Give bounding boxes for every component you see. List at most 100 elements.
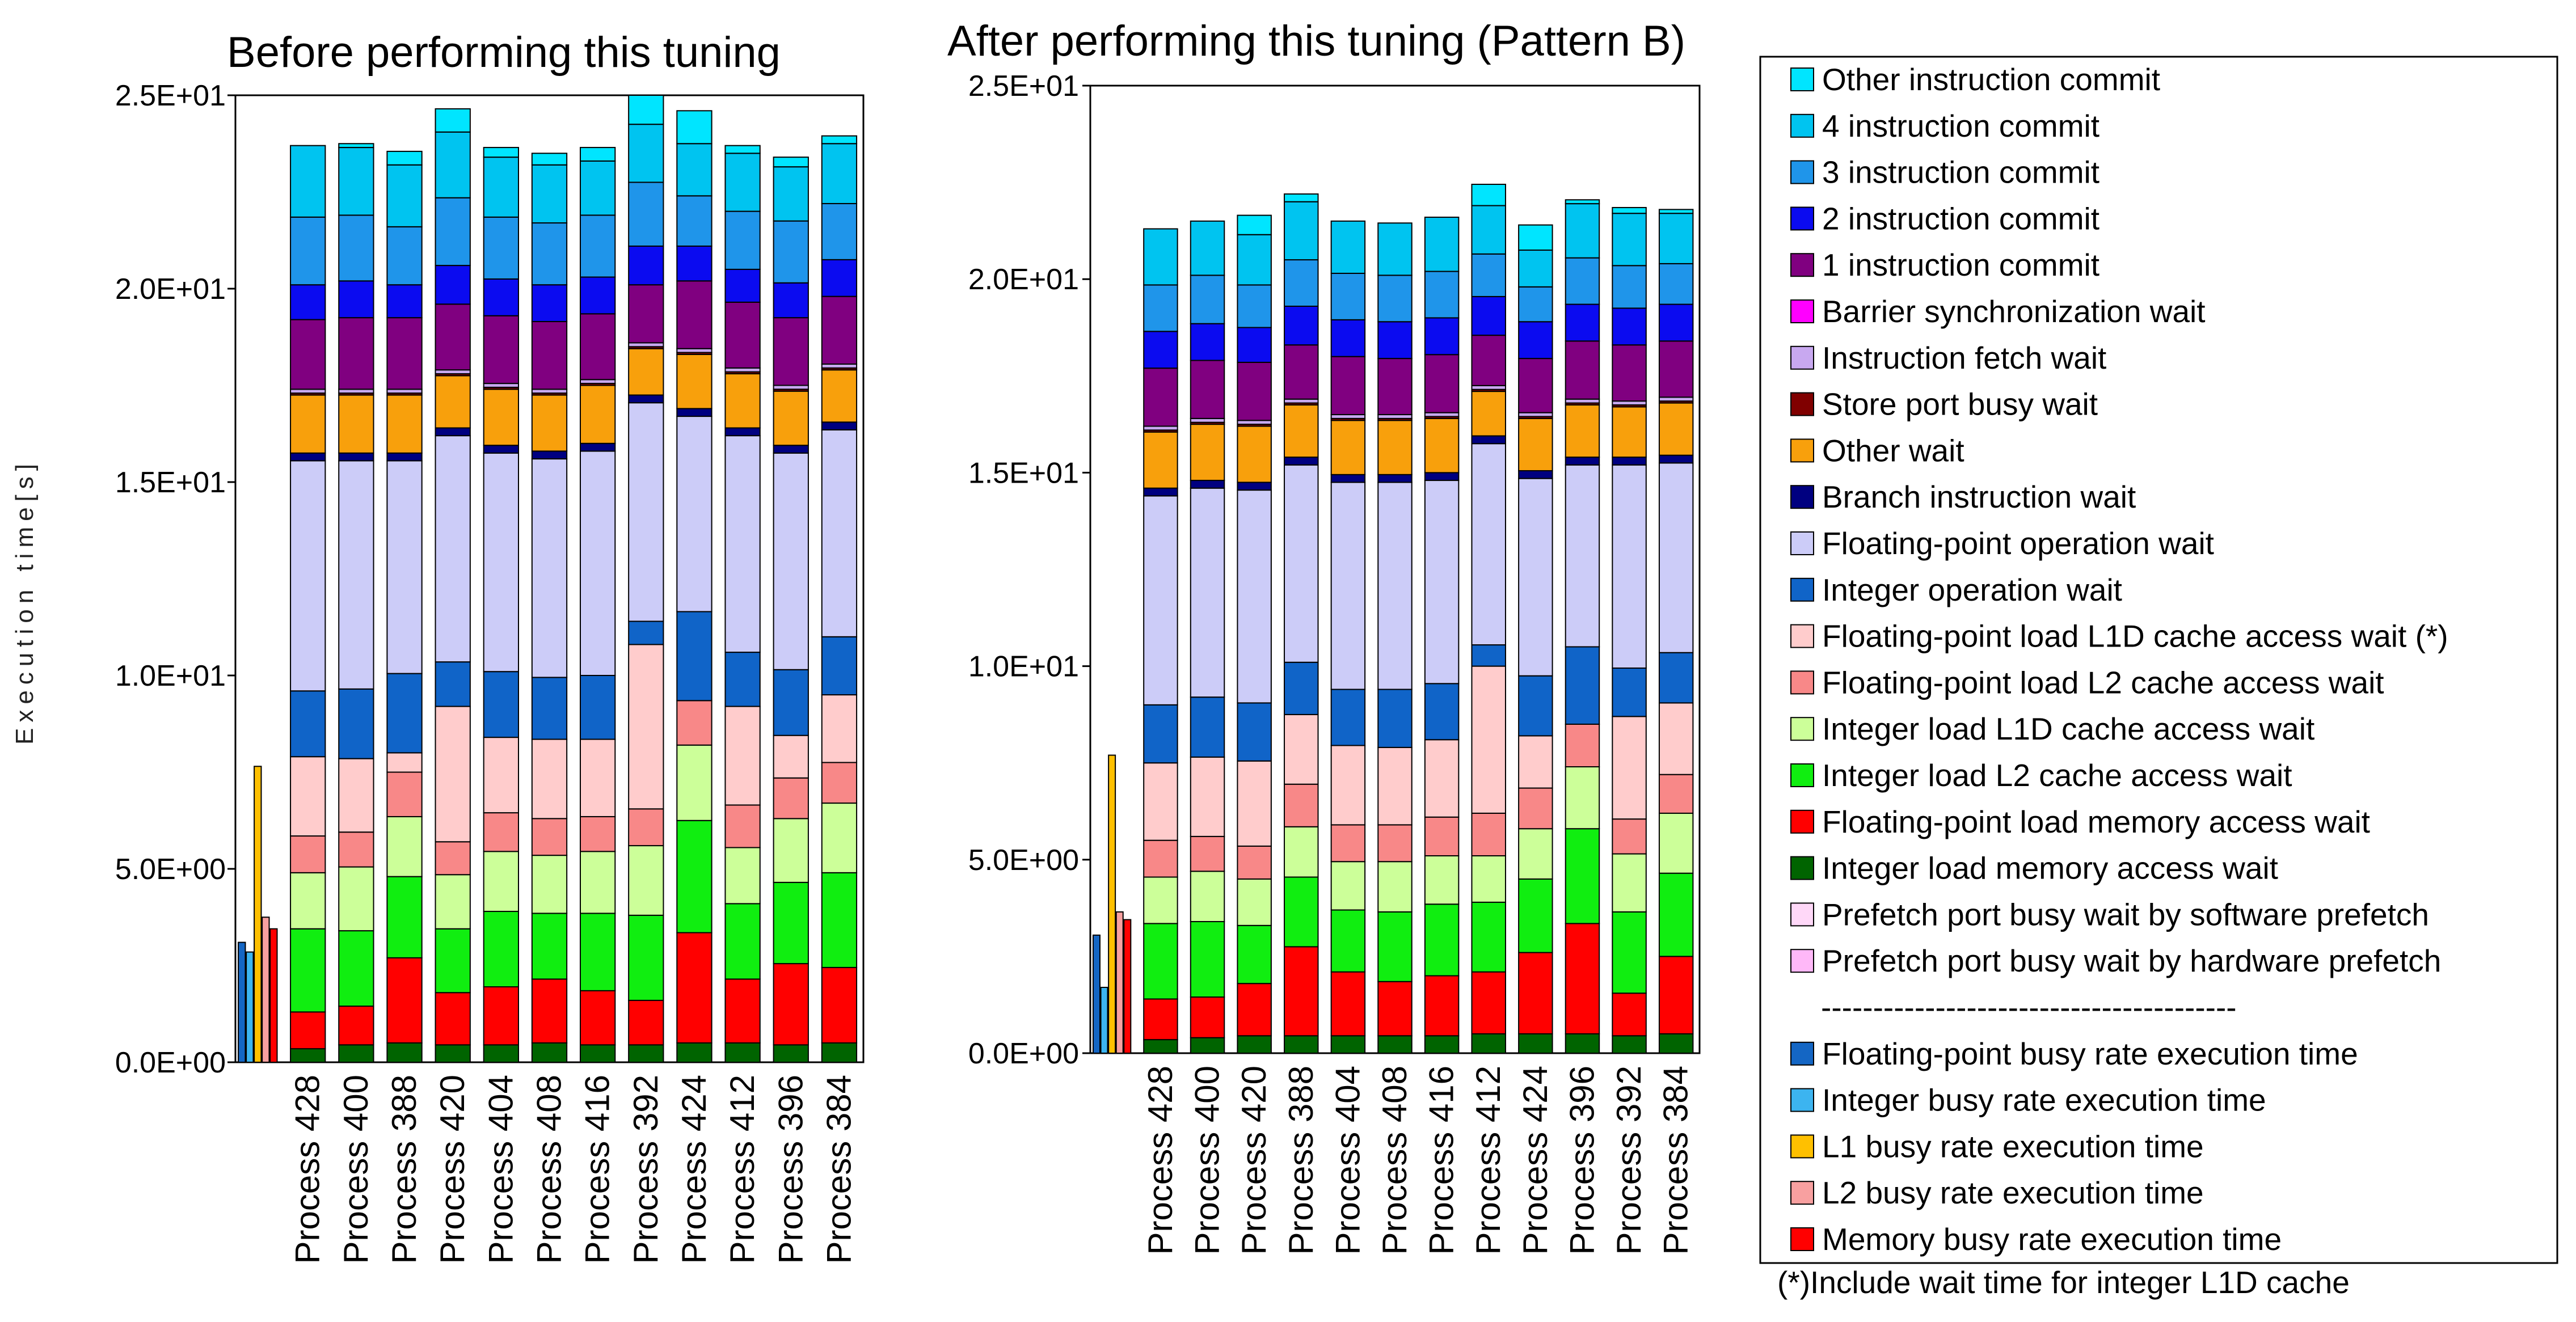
stacked-segment — [628, 342, 664, 348]
stacked-segment — [821, 872, 858, 968]
stacked-segment — [1284, 783, 1319, 827]
stacked-segment — [724, 435, 761, 653]
stacked-segment — [1424, 903, 1460, 977]
stacked-segment — [676, 700, 712, 746]
x-tick-label: Process 392 — [1610, 1066, 1648, 1255]
stacked-segment — [1284, 259, 1319, 307]
stacked-segment — [1565, 646, 1600, 725]
stacked-segment — [1518, 1033, 1553, 1054]
stacked-segment — [724, 153, 761, 212]
y-tick-label: 2.5E+01 — [968, 70, 1079, 103]
stacked-segment — [1377, 358, 1413, 416]
busy-rate-bar — [254, 766, 262, 1063]
legend-item-swatch — [1790, 485, 1814, 509]
stacked-segment — [1424, 480, 1460, 685]
x-tick-label: Process 412 — [723, 1075, 761, 1264]
stacked-segment — [1143, 487, 1178, 497]
legend-item-swatch — [1790, 624, 1814, 648]
stacked-segment — [773, 390, 809, 446]
stacked-segment — [579, 442, 616, 452]
stacked-segment — [1284, 661, 1319, 715]
stacked-segment — [1612, 307, 1647, 346]
stacked-segment — [338, 688, 374, 759]
stacked-segment — [1565, 923, 1600, 1034]
stacked-segment — [1424, 417, 1460, 474]
stacked-segment — [1518, 828, 1553, 880]
stacked-segment — [1518, 321, 1553, 360]
y-axis-label: Execution time[s] — [11, 458, 39, 745]
stacked-segment — [1284, 826, 1319, 878]
stacked-segment — [1612, 344, 1647, 402]
stacked-segment — [1284, 404, 1319, 458]
stacked-segment — [531, 284, 568, 322]
stacked-segment — [435, 435, 471, 663]
stacked-segment — [724, 210, 761, 270]
stacked-segment — [579, 990, 616, 1046]
stacked-segment — [579, 738, 616, 817]
legend-busy-item-label: L1 busy rate execution time — [1822, 1129, 2204, 1164]
stacked-segment — [773, 734, 809, 779]
legend-busy-item-label: Floating-point busy rate execution time — [1822, 1036, 2358, 1071]
stacked-segment — [724, 978, 761, 1044]
stacked-segment — [1612, 464, 1647, 669]
stacked-segment — [1565, 723, 1600, 768]
stacked-segment — [579, 160, 616, 216]
stacked-segment — [628, 808, 664, 847]
stacked-segment — [1612, 853, 1647, 913]
y-tick-label: 0.0E+00 — [968, 1037, 1079, 1070]
stacked-segment — [338, 1044, 374, 1063]
stacked-segment — [531, 388, 568, 394]
stacked-segment — [1377, 746, 1413, 826]
stacked-segment — [531, 394, 568, 452]
legend-busy-item-swatch — [1790, 1181, 1814, 1205]
stacked-segment — [1237, 284, 1272, 328]
stacked-segment — [1190, 835, 1225, 872]
legend-separator: ---------------------------------------- — [1821, 990, 2237, 1025]
stacked-segment — [1471, 855, 1506, 903]
stacked-segment — [1424, 683, 1460, 741]
stacked-segment — [1424, 271, 1460, 319]
stacked-segment — [531, 222, 568, 286]
stacked-segment — [338, 460, 374, 690]
stacked-segment — [676, 195, 712, 247]
chart-1: Before performing this tuning 0.0E+00 5.0E… — [11, 28, 865, 1264]
stacked-segment — [821, 363, 858, 369]
stacked-segment — [290, 1048, 326, 1063]
stacked-segment — [676, 932, 712, 1044]
busy-rate-bar — [246, 951, 254, 1063]
stacked-segment — [1471, 385, 1506, 390]
stacked-segment — [1377, 474, 1413, 483]
stacked-segment — [1518, 478, 1553, 677]
stacked-segment — [338, 866, 374, 932]
stacked-segment — [579, 1044, 616, 1063]
stacked-segment — [1471, 184, 1506, 206]
stacked-segment — [1565, 203, 1600, 259]
stacked-segment — [1565, 828, 1600, 924]
stacked-segment — [290, 394, 326, 454]
stacked-segment — [1237, 878, 1272, 926]
stacked-segment — [1377, 414, 1413, 419]
stacked-segment — [628, 1044, 664, 1063]
stacked-segment — [1565, 464, 1600, 648]
stacked-segment — [1658, 213, 1694, 264]
stacked-segment — [1143, 1039, 1178, 1054]
legend-busy-item-label: Memory busy rate execution time — [1822, 1222, 2282, 1257]
stacked-segment — [821, 259, 858, 297]
stacked-segment — [579, 675, 616, 740]
stacked-segment — [676, 245, 712, 282]
stacked-segment — [1658, 340, 1694, 398]
stacked-segment — [1565, 257, 1600, 305]
stacked-segment — [1658, 812, 1694, 874]
stacked-segment — [1190, 360, 1225, 419]
stacked-segment — [1284, 876, 1319, 948]
stacked-segment — [1330, 272, 1366, 320]
stacked-segment — [821, 421, 858, 430]
stacked-segment — [676, 353, 712, 409]
stacked-segment — [1237, 760, 1272, 847]
stacked-segment — [1612, 992, 1647, 1037]
stacked-segment — [1658, 303, 1694, 342]
stacked-segment — [1565, 766, 1600, 830]
stacked-segment — [1612, 457, 1647, 466]
stacked-segment — [1471, 644, 1506, 667]
legend-item-label: Floating-point operation wait — [1822, 526, 2214, 561]
